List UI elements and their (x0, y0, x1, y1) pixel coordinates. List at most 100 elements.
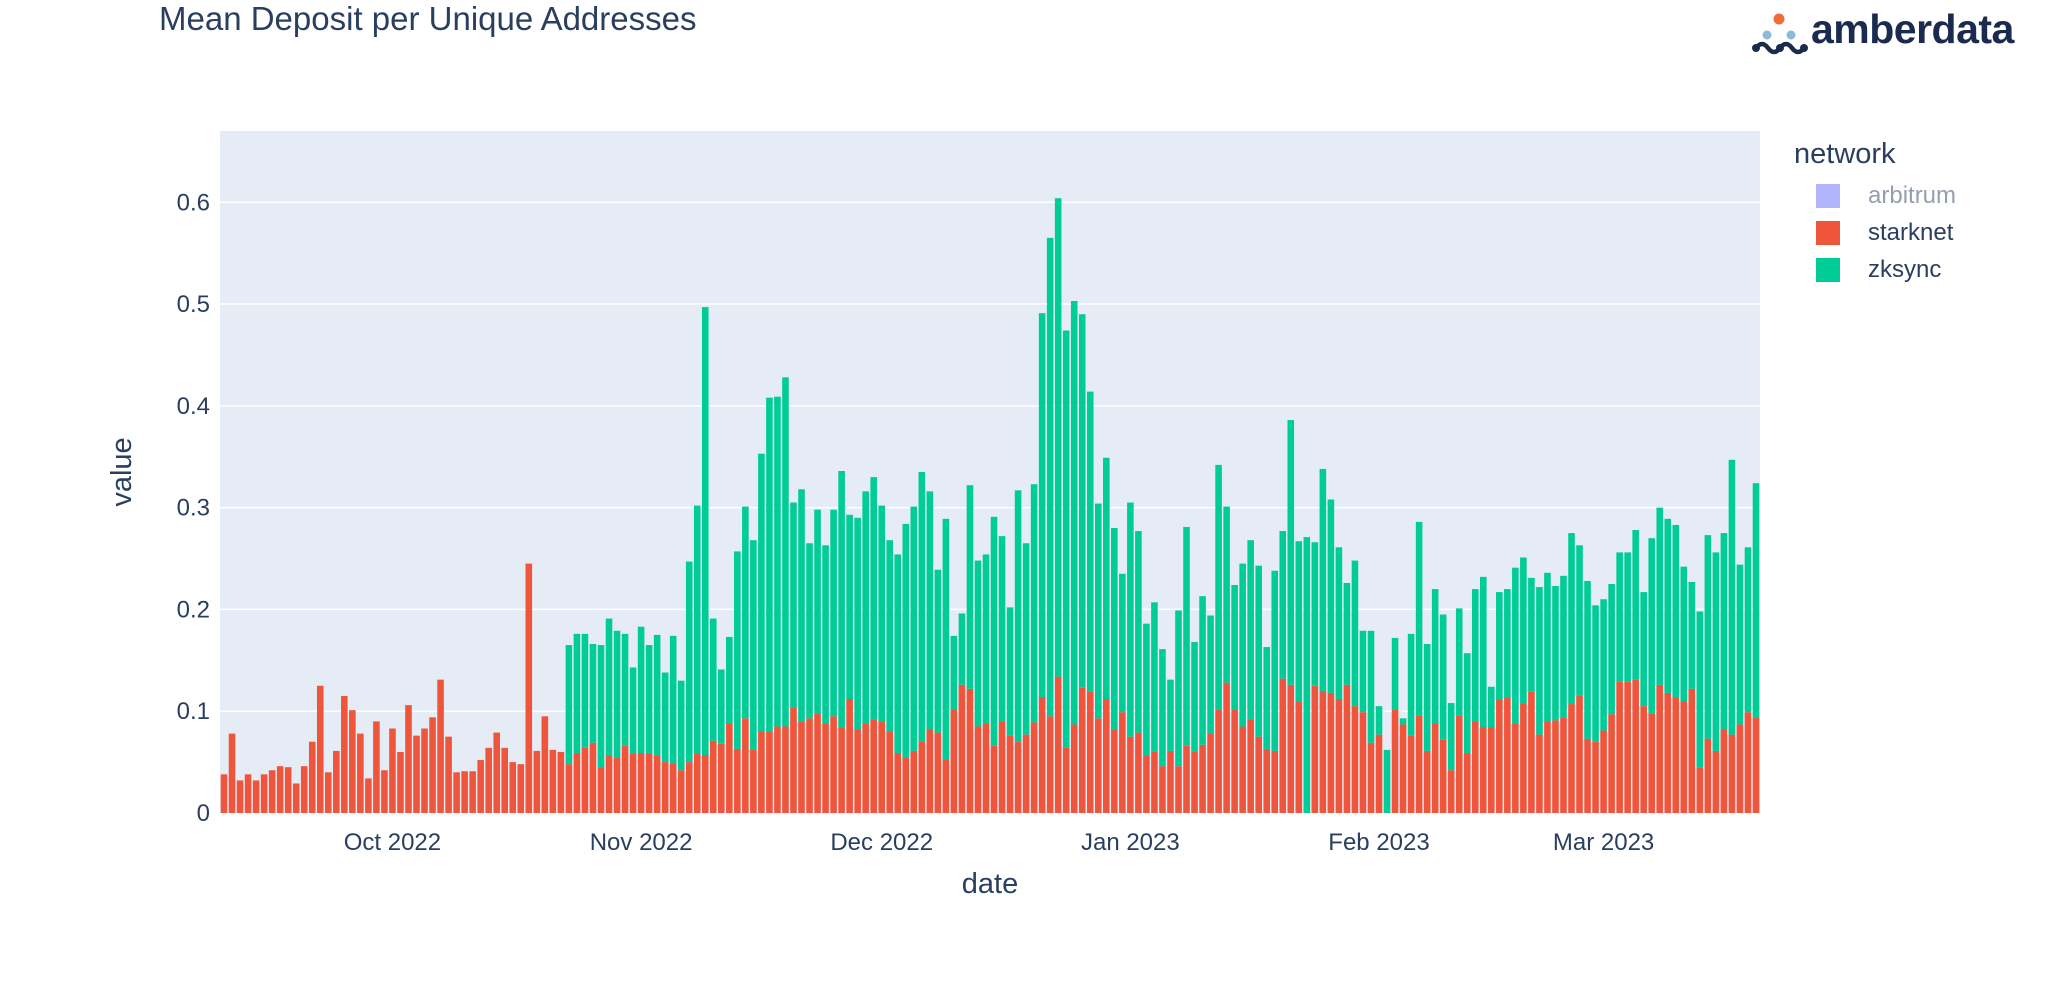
bar-zksync (1022, 543, 1030, 735)
bar-zksync (1488, 686, 1495, 728)
bar-starknet (1119, 712, 1126, 813)
bar-starknet (453, 772, 460, 813)
bar-zksync (950, 635, 958, 710)
bar-starknet (1415, 715, 1423, 813)
bar-zksync (1279, 531, 1287, 679)
bar-starknet (349, 710, 356, 813)
legend-swatch (1816, 220, 1840, 245)
bar-starknet (437, 679, 444, 813)
bar-starknet (1536, 734, 1543, 813)
bar-starknet (1022, 734, 1030, 813)
bar-starknet (413, 735, 420, 813)
bar-zksync (1512, 567, 1519, 724)
bar-starknet (1062, 747, 1070, 813)
legend-item-zksync[interactable]: zksync (1794, 251, 1956, 288)
bar-starknet (1423, 750, 1431, 813)
bar-zksync (798, 489, 805, 722)
bar-starknet (982, 723, 990, 813)
bar-starknet (1744, 712, 1752, 813)
bar-starknet (308, 741, 316, 813)
bar-zksync (629, 667, 637, 754)
bar-zksync (734, 551, 741, 749)
bar-zksync (669, 635, 677, 764)
y-tick-label: 0.3 (177, 495, 210, 522)
bar-zksync (1199, 596, 1206, 745)
bar-zksync (709, 618, 717, 741)
bar-zksync (1086, 391, 1094, 692)
x-axis-ticks: Oct 2022 Nov 2022 Dec 2022 Jan 2023 Feb 2023… (344, 829, 1655, 856)
bar-zksync (1584, 580, 1591, 739)
bar-zksync (782, 377, 789, 727)
bar-zksync (1159, 649, 1166, 767)
bar-zksync (1046, 237, 1054, 717)
bar-starknet (429, 717, 436, 813)
bar-starknet (806, 718, 813, 813)
bar-starknet (333, 750, 340, 813)
bar-zksync (958, 613, 966, 685)
bar-zksync (1391, 637, 1399, 710)
bar-starknet (1215, 709, 1222, 813)
bar-zksync (902, 523, 910, 759)
bar-starknet (517, 764, 525, 813)
bar-starknet (220, 774, 228, 813)
bar-starknet (1544, 721, 1551, 813)
bar-starknet (1632, 679, 1639, 813)
bar-starknet (1183, 745, 1190, 813)
bar-starknet (1704, 738, 1712, 813)
bar-zksync (806, 543, 813, 719)
bar-zksync (726, 636, 733, 724)
bar-starknet (1391, 709, 1399, 813)
bar-starknet (1279, 678, 1287, 813)
bar-starknet (1327, 692, 1335, 813)
bar-starknet (910, 750, 918, 813)
bar-zksync (814, 509, 821, 714)
bar-zksync (1544, 572, 1551, 722)
bar-zksync (990, 516, 998, 746)
bar-zksync (581, 633, 589, 748)
bar-zksync (1367, 630, 1375, 743)
bar-starknet (469, 771, 476, 813)
bar-starknet (1191, 751, 1198, 813)
bar-zksync (758, 453, 765, 732)
bar-starknet (1576, 695, 1583, 813)
bar-starknet (742, 718, 749, 813)
bar-zksync (982, 554, 990, 724)
bar-starknet (934, 732, 942, 813)
bar-zksync (1439, 614, 1447, 740)
bar-zksync (926, 491, 934, 730)
bar-starknet (966, 688, 974, 813)
bar-zksync (1696, 611, 1704, 768)
bar-zksync (1616, 552, 1623, 682)
bar-zksync (822, 545, 829, 724)
bar-starknet (389, 728, 396, 813)
bar-zksync (1127, 502, 1134, 737)
bar-zksync (653, 634, 661, 756)
bar-starknet (830, 716, 837, 813)
bar-starknet (1287, 684, 1295, 813)
bar-starknet (1343, 684, 1351, 813)
bar-zksync (1680, 566, 1688, 702)
bar-starknet (1568, 704, 1575, 813)
bar-starknet (870, 719, 877, 813)
legend: network arbitrum starknet zksync (1794, 138, 1956, 288)
bar-zksync (1271, 570, 1279, 751)
bar-starknet (1335, 698, 1343, 813)
bar-starknet (1078, 687, 1086, 813)
bar-starknet (1295, 702, 1303, 813)
bar-starknet (1488, 727, 1495, 813)
bar-zksync (1111, 527, 1118, 730)
bar-zksync (1560, 575, 1567, 718)
bar-starknet (998, 721, 1006, 813)
bar-starknet (1030, 722, 1038, 813)
bar-starknet (1407, 735, 1415, 813)
bar-starknet (1319, 690, 1327, 813)
legend-item-arbitrum[interactable]: arbitrum (1794, 177, 1956, 214)
bar-starknet (1111, 729, 1118, 813)
amberdata-logo: amberdata (1752, 6, 2034, 58)
legend-title: network (1794, 138, 1896, 170)
bar-zksync (1223, 506, 1230, 683)
legend-item-starknet[interactable]: starknet (1794, 214, 1956, 251)
bar-zksync (1351, 560, 1359, 707)
y-tick-label: 0.2 (177, 596, 210, 623)
bar-zksync (1103, 457, 1110, 699)
